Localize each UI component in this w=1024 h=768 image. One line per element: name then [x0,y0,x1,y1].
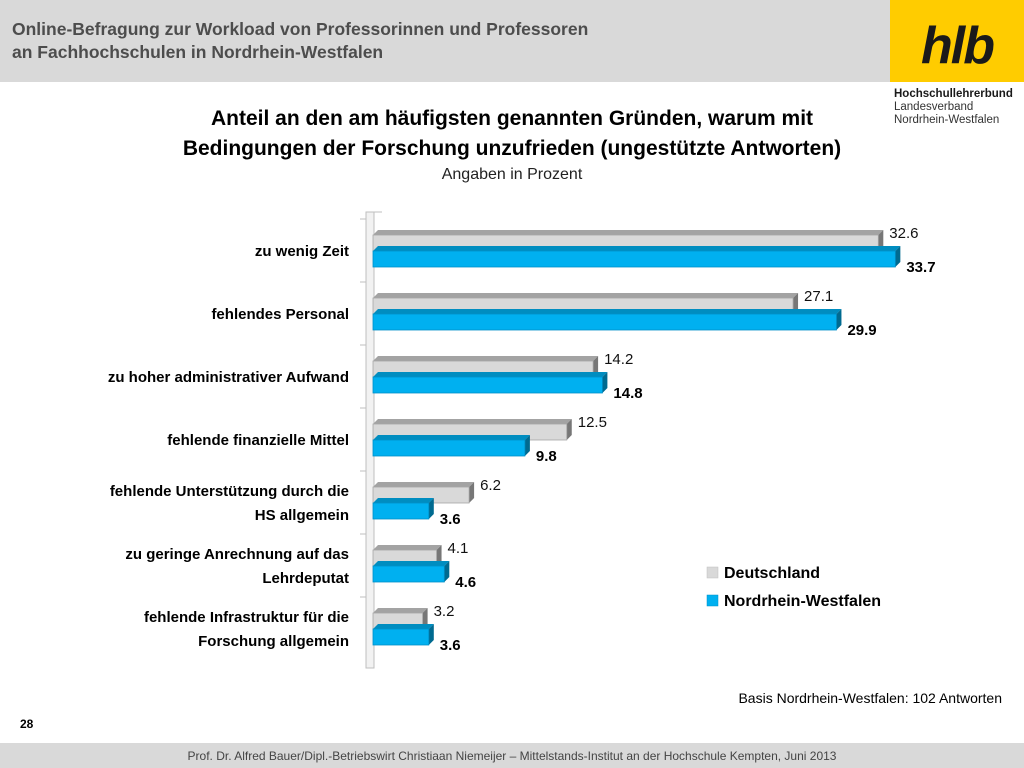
bar-top-de [373,419,572,424]
bar-side-de [878,230,884,251]
value-label-nrw: 4.6 [455,574,476,591]
bar-side-nrw [836,309,842,330]
category-label: fehlende Infrastruktur für die Forschung … [144,609,349,650]
logo-line3: Nordrhein-Westfalen [894,114,1000,126]
bar-side-nrw [895,246,901,267]
bar-top-de [373,356,599,361]
footer-bar: Prof. Dr. Alfred Bauer/Dipl.-Betriebswir… [0,743,1024,768]
value-label-de: 32.6 [889,225,918,242]
chart-title-note: (ungestützte Antworten) [600,137,842,160]
bar-top-nrw [373,561,450,566]
bar-top-nrw [373,246,901,251]
legend-label-de: Deutschland [724,565,820,582]
chart-title: Anteil an den am häufigsten genannten Gr… [70,104,954,164]
value-label-de: 4.1 [448,540,469,557]
category-label: zu geringe Anrechnung auf das Lehrdeputat [125,546,349,587]
category-label: zu hoher administrativer Aufwand [108,369,349,386]
bar-top-nrw [373,624,434,629]
header-title: Online-Befragung zur Workload von Profes… [12,19,589,62]
bar-side-de [436,545,442,566]
category-label: fehlendes Personal [211,306,349,323]
value-label-nrw: 3.6 [440,637,461,654]
chart-title-line2: Bedingungen der Forschung unzufrieden [182,137,595,160]
bar-nrw [372,502,430,520]
bar-top-de [373,293,799,298]
bar-side-de [422,608,428,629]
logo-subtitle: Hochschullehrerbund Landesverband Nordrh… [894,88,1024,127]
value-label-de: 12.5 [578,414,607,431]
bar-chart: 32.6 33.7 zu wenig Zeit 27.1 29.9 fehlendes P… [108,211,936,669]
value-label-nrw: 29.9 [847,322,876,339]
bar-side-de [593,356,599,377]
bar-side-nrw [524,435,530,456]
hlb-logo: hlb [890,0,1024,82]
category-label: zu wenig Zeit [255,243,349,260]
chart-title-line1: Anteil an den am häufigsten genannten Gr… [210,107,814,130]
value-label-de: 14.2 [604,351,633,368]
bar-nrw [372,439,526,457]
bar-side-de [566,419,572,440]
bar-side-nrw [428,624,434,645]
page-number: 28 [20,717,34,731]
logo-org: Hochschullehrerbund [894,88,1013,100]
value-label-de: 27.1 [804,288,833,305]
bar-top-de [373,545,442,550]
value-label-nrw: 3.6 [440,511,461,528]
bar-nrw [372,250,896,268]
bar-top-nrw [373,498,434,503]
bar-nrw [372,565,445,583]
category-label: fehlende Unterstützung durch die HS allge… [110,483,349,524]
bar-top-nrw [373,372,608,377]
bar-nrw [372,628,430,646]
bar-side-nrw [444,561,450,582]
chart-subtitle: Angaben in Prozent [441,166,583,183]
value-label-nrw: 14.8 [613,385,642,402]
bar-top-nrw [373,435,530,440]
logo-mark: hlb [921,17,995,75]
bar-top-de [373,482,475,487]
bar-side-nrw [428,498,434,519]
value-label-nrw: 33.7 [906,259,935,276]
bar-top-nrw [373,309,842,314]
bar-top-de [373,230,884,235]
bar-nrw [372,376,603,394]
basis-note: Basis Nordrhein-Westfalen: 102 Antworten [738,690,1002,706]
bar-side-de [793,293,799,314]
bar-side-nrw [602,372,608,393]
footer-text: Prof. Dr. Alfred Bauer/Dipl.-Betriebswir… [187,749,837,763]
bar-side-de [469,482,475,503]
bar-top-de [373,608,428,613]
category-label: fehlende finanzielle Mittel [167,432,349,449]
value-label-nrw: 9.8 [536,448,557,465]
legend-swatch-nrw [706,594,719,607]
legend-label-nrw: Nordrhein-Westfalen [724,593,881,610]
value-label-de: 6.2 [480,477,501,494]
bar-nrw [372,313,837,331]
logo-line2: Landesverband [894,101,974,113]
legend-swatch-de [706,566,719,579]
header-bar: Online-Befragung zur Workload von Profes… [0,0,890,82]
value-label-de: 3.2 [434,603,455,620]
